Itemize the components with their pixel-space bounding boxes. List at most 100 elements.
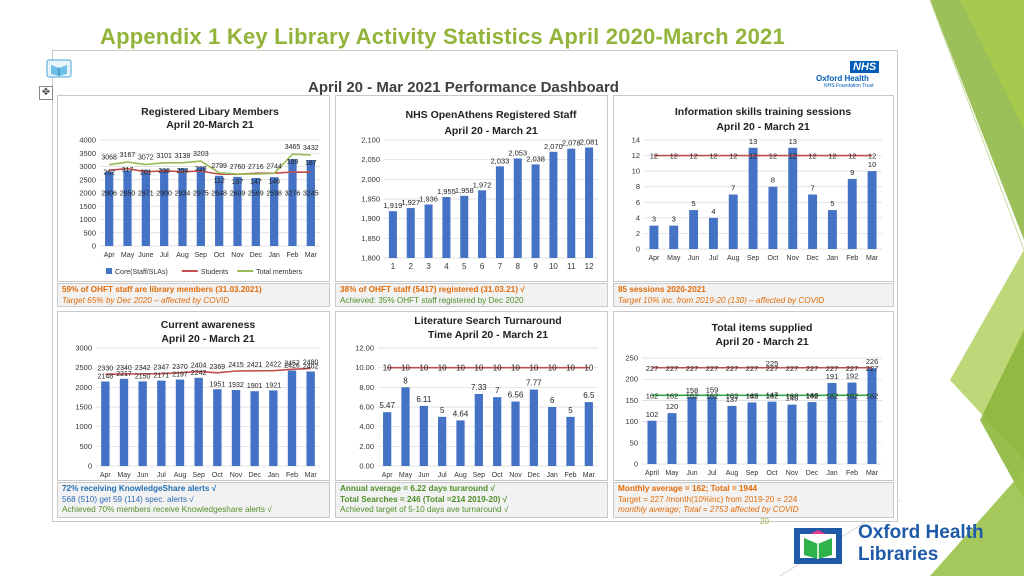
x-tick-label: Nov xyxy=(231,252,244,259)
bar-data-label: 3245 xyxy=(303,191,319,198)
bar xyxy=(567,148,576,258)
bar-data-label: 1,972 xyxy=(473,180,492,189)
x-tick-label: 10 xyxy=(549,262,558,271)
line-data-label: 2480 xyxy=(303,359,319,366)
bar xyxy=(667,413,677,464)
legend-swatch xyxy=(106,268,112,274)
bar xyxy=(787,404,797,464)
bar xyxy=(175,379,185,466)
dashboard: April 20 - Mar 2021 Performance Dashboar… xyxy=(39,50,898,522)
series-line xyxy=(109,167,311,176)
y-tick-label: 50 xyxy=(630,438,638,447)
ohl-emblem-icon xyxy=(794,528,842,564)
y-tick-label: 14 xyxy=(632,136,640,145)
average-data-label: 162 xyxy=(706,391,719,400)
note-line: Target = 227 /month(10%inc) from 2019-20… xyxy=(618,494,798,504)
note-line: Achieved target of 5-10 days ave turnaro… xyxy=(340,505,509,514)
target-data-label: 12 xyxy=(789,152,797,161)
bar xyxy=(119,378,129,466)
bar-data-label: 1932 xyxy=(228,382,244,389)
x-tick-label: Jul xyxy=(157,472,166,479)
note-line: 568 (510) get 59 (114) spec. alerts √ xyxy=(62,494,194,504)
bar-data-label: 7 xyxy=(495,386,500,395)
bar-data-label: 1,955 xyxy=(437,187,456,196)
line-data-label: 2457 xyxy=(284,360,300,367)
x-tick-label: Aug xyxy=(726,470,739,477)
total-data-label: 2760 xyxy=(230,164,246,171)
bar-data-label: 1,927 xyxy=(401,198,420,207)
x-tick-label: Oct xyxy=(767,470,778,477)
y-tick-label: 2000 xyxy=(79,189,96,198)
x-tick-label: 11 xyxy=(567,262,576,271)
extra-data-label: 225 xyxy=(766,359,779,368)
target-data-label: 227 xyxy=(646,364,659,373)
bar-data-label: 137 xyxy=(726,395,739,404)
x-tick-label: Feb xyxy=(286,472,298,479)
move-handle-icon[interactable]: ✥ xyxy=(39,86,53,100)
y-tick-label: 1000 xyxy=(75,422,92,431)
bar xyxy=(748,147,758,249)
x-tick-label: Jul xyxy=(160,252,169,259)
target-data-label: 10 xyxy=(566,364,575,373)
target-data-label: 12 xyxy=(769,152,777,161)
target-data-label: 227 xyxy=(686,364,699,373)
bar-data-label: 2242 xyxy=(191,370,207,377)
bar-data-label: 2648 xyxy=(211,191,227,198)
note-line: Achieved 70% members receive Knowledgesh… xyxy=(62,505,272,514)
bar-data-label: 5 xyxy=(830,199,834,208)
x-tick-label: Oct xyxy=(767,255,778,262)
x-tick-label: Nov xyxy=(509,472,522,479)
target-data-label: 10 xyxy=(401,364,410,373)
target-data-label: 10 xyxy=(493,364,502,373)
bar xyxy=(728,194,738,249)
panel-training-sessions: Information skills training sessions Apri… xyxy=(613,95,894,282)
bar xyxy=(529,389,538,466)
target-data-label: 10 xyxy=(474,364,483,373)
bar-data-label: 191 xyxy=(826,372,839,381)
bar-data-label: 2171 xyxy=(154,373,170,380)
total-data-label: 2799 xyxy=(211,163,227,170)
target-data-label: 12 xyxy=(729,152,737,161)
chart-title: Total items supplied xyxy=(712,322,813,334)
bar-data-label: 8 xyxy=(403,376,408,385)
notes-openathens: 38% of OHFT staff (5417) registered (31.… xyxy=(335,283,608,307)
target-data-label: 227 xyxy=(746,364,759,373)
total-data-label: 3068 xyxy=(101,155,117,162)
line-data-label: 2330 xyxy=(98,365,114,372)
page-number: 20 xyxy=(760,517,769,526)
x-tick-label: May xyxy=(121,252,135,259)
chart-title: NHS OpenAthens Registered Staff xyxy=(406,109,577,121)
y-tick-label: 3000 xyxy=(79,162,96,171)
bar xyxy=(406,208,415,258)
bar xyxy=(808,194,818,249)
bar xyxy=(424,204,433,258)
note-line: Achieved: 35% OHFT staff registered by D… xyxy=(340,295,524,305)
bar-data-label: 2871 xyxy=(138,191,154,198)
x-tick-label: 8 xyxy=(516,262,521,271)
bar xyxy=(807,402,817,464)
target-data-label: 12 xyxy=(689,152,697,161)
bar-data-label: 6.11 xyxy=(416,395,432,404)
bar xyxy=(105,171,114,246)
target-data-label: 12 xyxy=(650,152,658,161)
bar xyxy=(566,416,575,466)
average-data-label: 162 xyxy=(766,391,779,400)
y-tick-label: 12 xyxy=(632,151,640,160)
x-tick-label: Feb xyxy=(286,252,298,259)
bar-data-label: 4.64 xyxy=(453,409,469,418)
chart-subtitle: April 20 - March 21 xyxy=(716,121,810,133)
bar-data-label: 226 xyxy=(866,357,879,366)
y-tick-label: 1,950 xyxy=(361,195,380,204)
y-tick-label: 500 xyxy=(79,442,92,451)
bar xyxy=(231,390,241,466)
bar xyxy=(213,389,222,466)
bar xyxy=(493,397,502,466)
target-data-label: 10 xyxy=(456,364,465,373)
total-data-label: 2716 xyxy=(248,164,264,171)
target-data-label: 10 xyxy=(419,364,428,373)
total-data-label: 3072 xyxy=(138,155,154,162)
notes-literature-search: Annual average = 6.22 days turaround √ To… xyxy=(335,482,608,518)
bar-data-label: 5.47 xyxy=(379,401,395,410)
average-data-label: 162 xyxy=(786,391,799,400)
chart-subtitle: Time April 20 - March 21 xyxy=(428,329,548,341)
